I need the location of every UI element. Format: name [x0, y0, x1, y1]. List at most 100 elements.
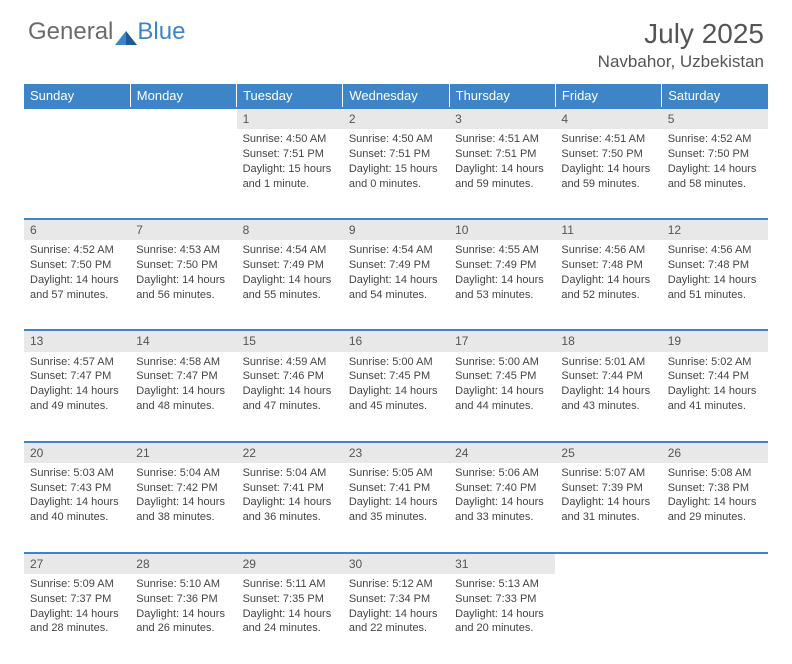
daynum-row: 13141516171819 [24, 330, 768, 351]
day-number-cell: 25 [555, 442, 661, 463]
day2-text: and 40 minutes. [30, 510, 124, 525]
day-content-cell: Sunrise: 5:09 AMSunset: 7:37 PMDaylight:… [24, 574, 130, 664]
day-number: 22 [243, 446, 256, 460]
sunrise-text: Sunrise: 5:05 AM [349, 466, 443, 481]
day-number-cell: 14 [130, 330, 236, 351]
sunset-text: Sunset: 7:49 PM [243, 258, 337, 273]
sunrise-text: Sunrise: 5:06 AM [455, 466, 549, 481]
logo-text-general: General [28, 18, 113, 46]
day1-text: Daylight: 14 hours [136, 495, 230, 510]
day-number-cell: 22 [237, 442, 343, 463]
day1-text: Daylight: 14 hours [561, 273, 655, 288]
day-number: 4 [561, 112, 568, 126]
sunset-text: Sunset: 7:50 PM [30, 258, 124, 273]
day-number: 17 [455, 334, 468, 348]
daynum-row: 2728293031 [24, 553, 768, 574]
sunset-text: Sunset: 7:35 PM [243, 592, 337, 607]
day-number-cell: 24 [449, 442, 555, 463]
day1-text: Daylight: 14 hours [668, 162, 762, 177]
day1-text: Daylight: 14 hours [668, 273, 762, 288]
day-number: 28 [136, 557, 149, 571]
day2-text: and 52 minutes. [561, 288, 655, 303]
day-content-cell: Sunrise: 4:50 AMSunset: 7:51 PMDaylight:… [343, 129, 449, 219]
day-number: 24 [455, 446, 468, 460]
sunrise-text: Sunrise: 4:50 AM [243, 132, 337, 147]
day-content-cell: Sunrise: 4:51 AMSunset: 7:51 PMDaylight:… [449, 129, 555, 219]
day-content-cell: Sunrise: 4:53 AMSunset: 7:50 PMDaylight:… [130, 240, 236, 330]
day-number-cell: 3 [449, 108, 555, 129]
day-content-cell: Sunrise: 4:52 AMSunset: 7:50 PMDaylight:… [24, 240, 130, 330]
day2-text: and 47 minutes. [243, 399, 337, 414]
sunset-text: Sunset: 7:42 PM [136, 481, 230, 496]
day-number: 23 [349, 446, 362, 460]
day-header: Sunday [24, 84, 130, 108]
day-content-cell: Sunrise: 4:50 AMSunset: 7:51 PMDaylight:… [237, 129, 343, 219]
day-content-cell: Sunrise: 4:57 AMSunset: 7:47 PMDaylight:… [24, 352, 130, 442]
title-block: July 2025 Navbahor, Uzbekistan [598, 18, 764, 72]
sunrise-text: Sunrise: 4:51 AM [455, 132, 549, 147]
sunset-text: Sunset: 7:36 PM [136, 592, 230, 607]
sunset-text: Sunset: 7:34 PM [349, 592, 443, 607]
day-number-cell: 2 [343, 108, 449, 129]
day2-text: and 44 minutes. [455, 399, 549, 414]
day-content-cell: Sunrise: 5:00 AMSunset: 7:45 PMDaylight:… [449, 352, 555, 442]
sunset-text: Sunset: 7:44 PM [668, 369, 762, 384]
day2-text: and 51 minutes. [668, 288, 762, 303]
day-number: 13 [30, 334, 43, 348]
day2-text: and 22 minutes. [349, 621, 443, 636]
day-content-cell: Sunrise: 4:56 AMSunset: 7:48 PMDaylight:… [555, 240, 661, 330]
day-number-cell: 17 [449, 330, 555, 351]
day-header-row: Sunday Monday Tuesday Wednesday Thursday… [24, 84, 768, 108]
day-number: 25 [561, 446, 574, 460]
day2-text: and 43 minutes. [561, 399, 655, 414]
sunrise-text: Sunrise: 5:07 AM [561, 466, 655, 481]
day2-text: and 59 minutes. [455, 177, 549, 192]
day-content-cell: Sunrise: 4:59 AMSunset: 7:46 PMDaylight:… [237, 352, 343, 442]
day-content-cell: Sunrise: 4:52 AMSunset: 7:50 PMDaylight:… [662, 129, 768, 219]
day-number-cell: 30 [343, 553, 449, 574]
day1-text: Daylight: 14 hours [455, 384, 549, 399]
sunrise-text: Sunrise: 5:11 AM [243, 577, 337, 592]
sunrise-text: Sunrise: 5:09 AM [30, 577, 124, 592]
day-content-cell: Sunrise: 5:07 AMSunset: 7:39 PMDaylight:… [555, 463, 661, 553]
day-number: 14 [136, 334, 149, 348]
logo-text-blue: Blue [137, 18, 185, 46]
day1-text: Daylight: 14 hours [136, 273, 230, 288]
day-content-cell: Sunrise: 5:05 AMSunset: 7:41 PMDaylight:… [343, 463, 449, 553]
day-number-cell: 31 [449, 553, 555, 574]
content-row: Sunrise: 5:03 AMSunset: 7:43 PMDaylight:… [24, 463, 768, 553]
day-content-cell: Sunrise: 4:56 AMSunset: 7:48 PMDaylight:… [662, 240, 768, 330]
day-content-cell [130, 129, 236, 219]
day1-text: Daylight: 14 hours [243, 273, 337, 288]
day2-text: and 49 minutes. [30, 399, 124, 414]
day-number-cell [555, 553, 661, 574]
day1-text: Daylight: 14 hours [136, 384, 230, 399]
day-number-cell [130, 108, 236, 129]
sunset-text: Sunset: 7:40 PM [455, 481, 549, 496]
day2-text: and 24 minutes. [243, 621, 337, 636]
sunrise-text: Sunrise: 5:13 AM [455, 577, 549, 592]
sunrise-text: Sunrise: 4:59 AM [243, 355, 337, 370]
day-number-cell: 9 [343, 219, 449, 240]
day-header: Friday [555, 84, 661, 108]
sunrise-text: Sunrise: 4:51 AM [561, 132, 655, 147]
day-number: 29 [243, 557, 256, 571]
day-number-cell: 28 [130, 553, 236, 574]
day2-text: and 56 minutes. [136, 288, 230, 303]
day-number-cell: 12 [662, 219, 768, 240]
sunrise-text: Sunrise: 5:08 AM [668, 466, 762, 481]
sunrise-text: Sunrise: 5:12 AM [349, 577, 443, 592]
sunrise-text: Sunrise: 4:50 AM [349, 132, 443, 147]
page-header: General Blue July 2025 Navbahor, Uzbekis… [0, 0, 792, 78]
day-header: Tuesday [237, 84, 343, 108]
sunrise-text: Sunrise: 4:56 AM [561, 243, 655, 258]
sunset-text: Sunset: 7:50 PM [136, 258, 230, 273]
day-header: Monday [130, 84, 236, 108]
day1-text: Daylight: 14 hours [349, 495, 443, 510]
day1-text: Daylight: 14 hours [30, 384, 124, 399]
sunrise-text: Sunrise: 5:00 AM [455, 355, 549, 370]
day2-text: and 45 minutes. [349, 399, 443, 414]
day-number: 20 [30, 446, 43, 460]
day-number: 7 [136, 223, 143, 237]
day1-text: Daylight: 14 hours [455, 607, 549, 622]
